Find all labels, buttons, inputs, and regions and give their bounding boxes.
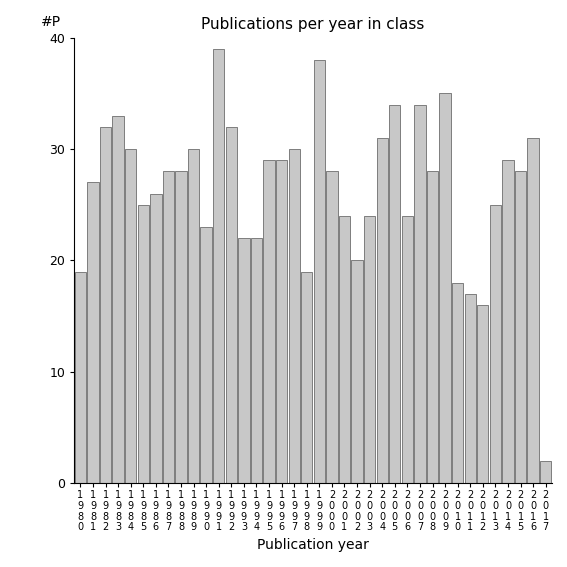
Bar	[339, 216, 350, 483]
Bar	[87, 183, 99, 483]
Bar	[112, 116, 124, 483]
X-axis label: Publication year: Publication year	[257, 538, 369, 552]
Bar	[515, 171, 526, 483]
Bar	[125, 149, 136, 483]
Bar	[201, 227, 212, 483]
Bar	[75, 272, 86, 483]
Bar	[188, 149, 199, 483]
Bar	[477, 305, 489, 483]
Bar	[163, 171, 174, 483]
Bar	[352, 260, 363, 483]
Bar	[251, 238, 262, 483]
Bar	[439, 94, 451, 483]
Text: #P: #P	[41, 15, 61, 29]
Bar	[502, 160, 514, 483]
Bar	[276, 160, 287, 483]
Bar	[100, 127, 111, 483]
Bar	[289, 149, 300, 483]
Bar	[150, 193, 162, 483]
Bar	[490, 205, 501, 483]
Bar	[213, 49, 225, 483]
Bar	[301, 272, 312, 483]
Bar	[464, 294, 476, 483]
Bar	[238, 238, 249, 483]
Bar	[314, 60, 325, 483]
Bar	[364, 216, 375, 483]
Bar	[389, 104, 400, 483]
Bar	[427, 171, 438, 483]
Bar	[226, 127, 237, 483]
Bar	[540, 461, 551, 483]
Title: Publications per year in class: Publications per year in class	[201, 18, 425, 32]
Bar	[376, 138, 388, 483]
Bar	[138, 205, 149, 483]
Bar	[414, 104, 426, 483]
Bar	[264, 160, 274, 483]
Bar	[175, 171, 187, 483]
Bar	[527, 138, 539, 483]
Bar	[401, 216, 413, 483]
Bar	[452, 283, 463, 483]
Bar	[326, 171, 337, 483]
